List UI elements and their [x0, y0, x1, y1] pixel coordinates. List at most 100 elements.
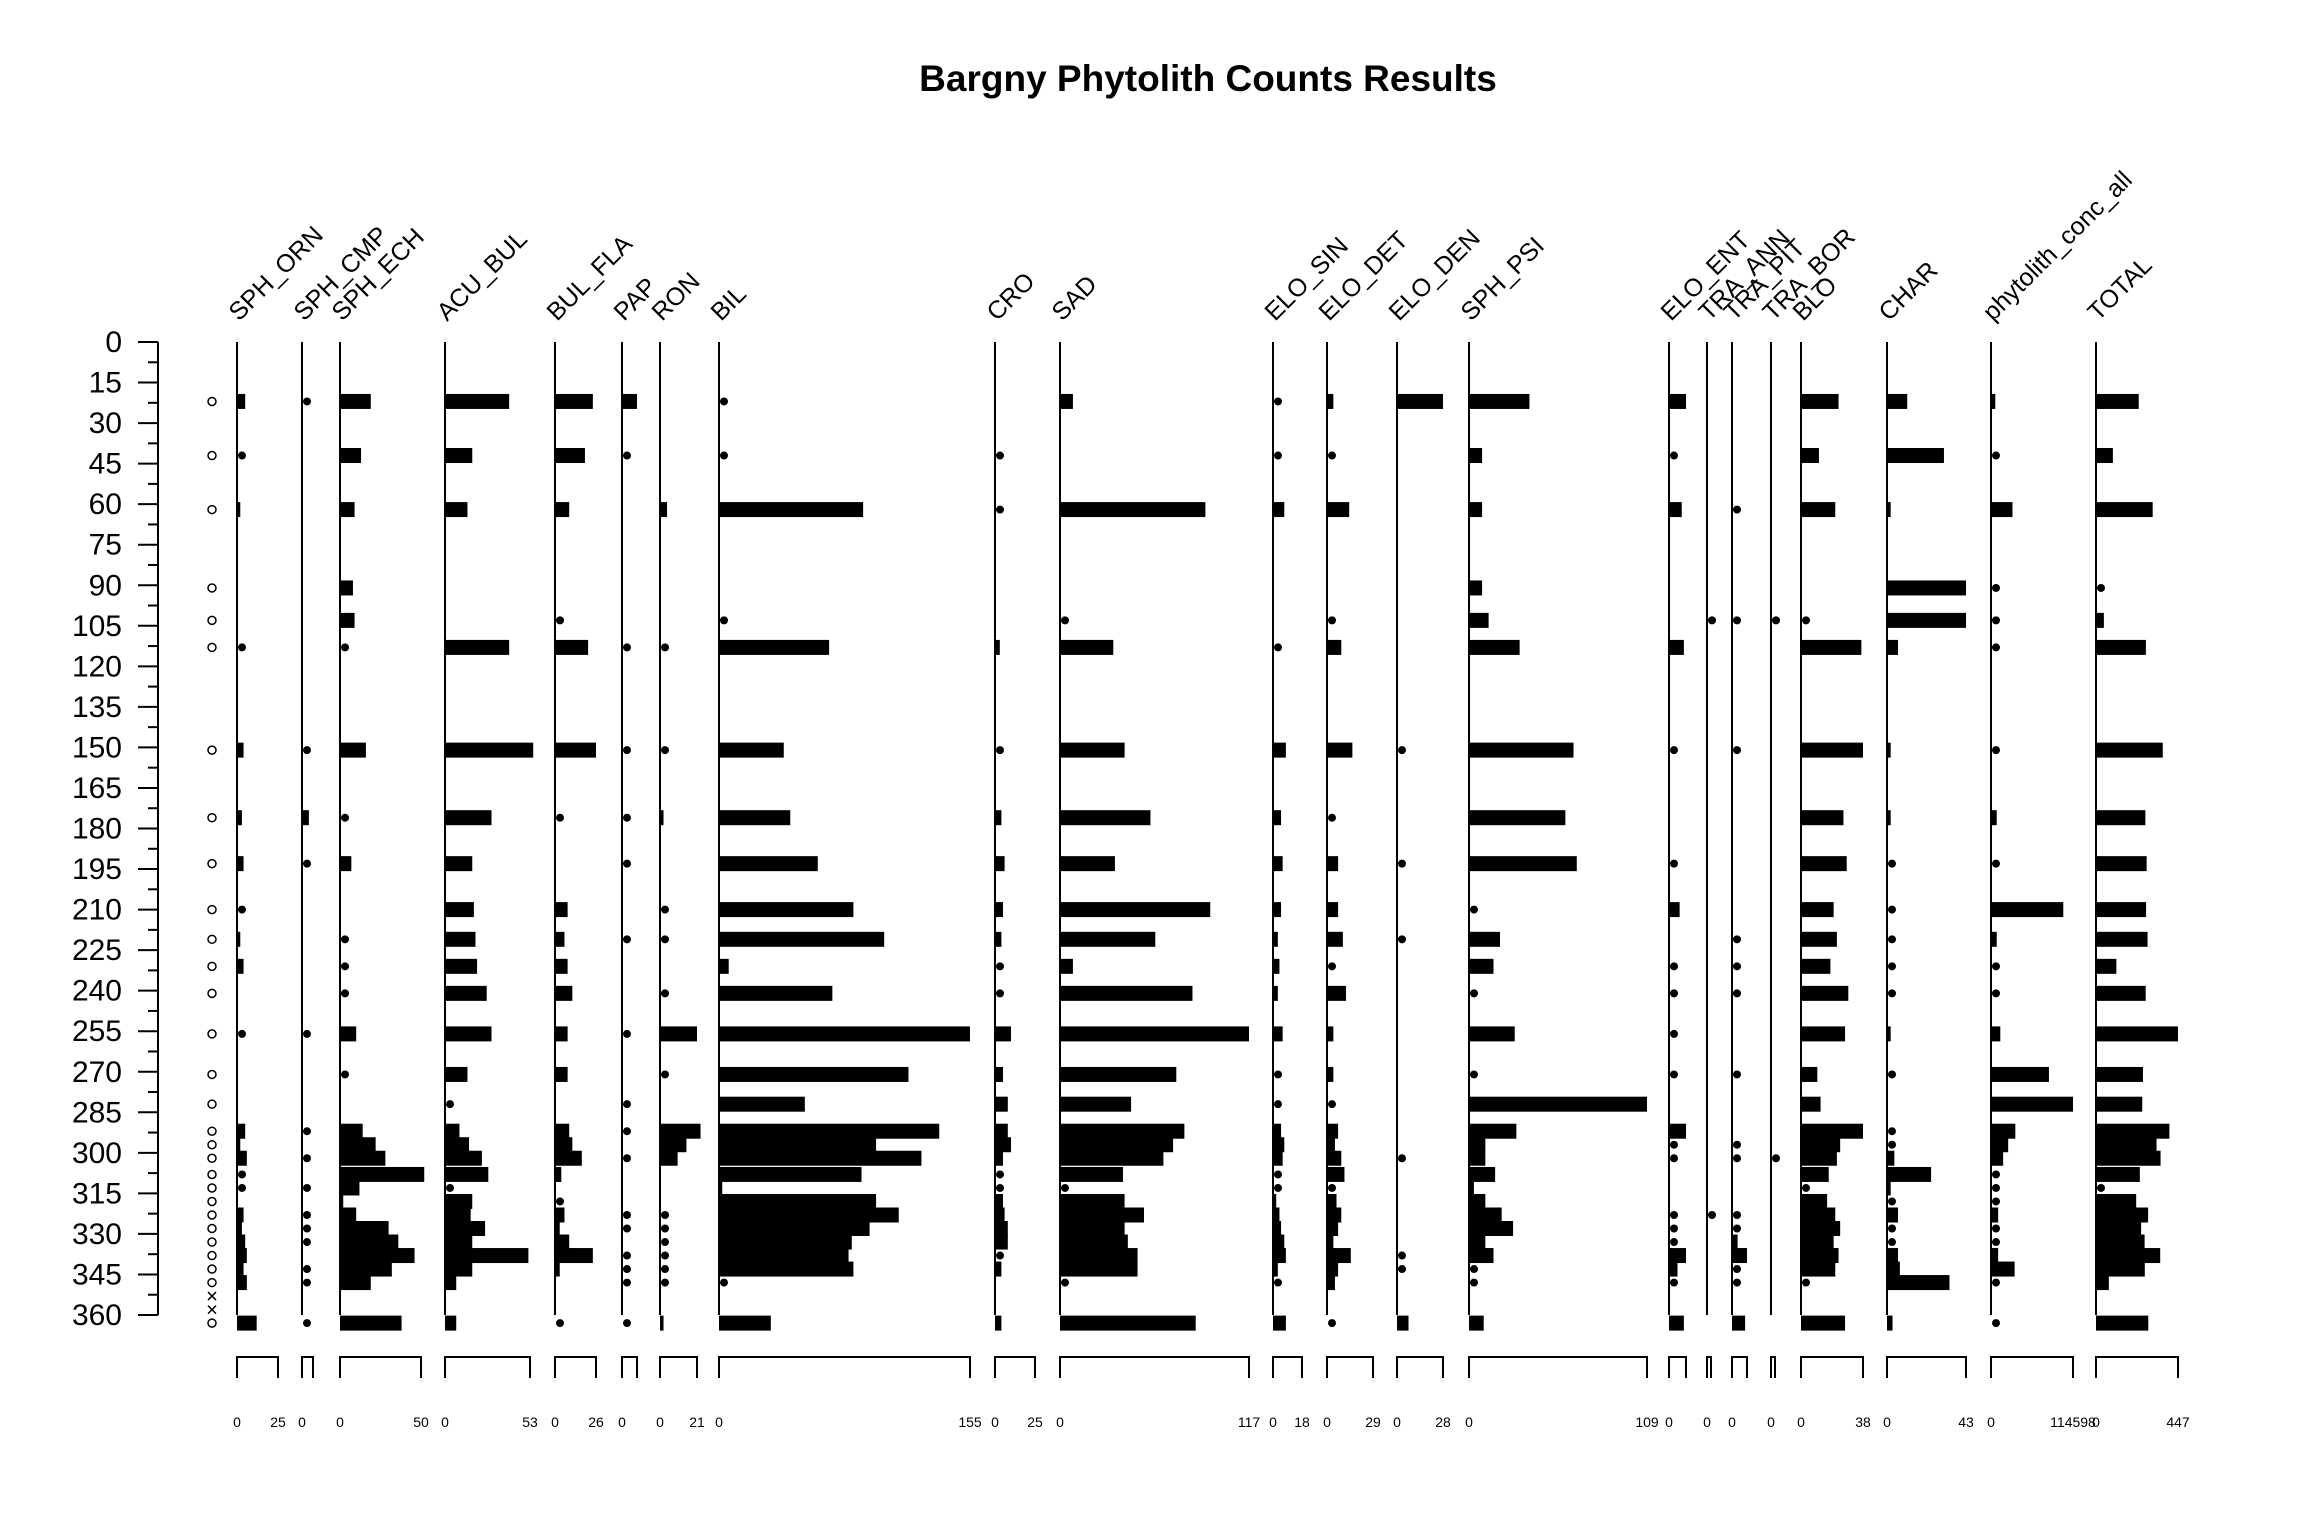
depth-tick-label: 90: [89, 569, 122, 602]
data-bar: [1060, 1207, 1144, 1223]
data-bar: [1273, 1150, 1283, 1166]
scale-bracket: [1800, 1356, 1864, 1378]
data-bar: [719, 985, 833, 1001]
depth-tick-label: 75: [89, 529, 122, 562]
data-dot: [1670, 859, 1678, 868]
data-bar: [1273, 810, 1282, 826]
data-dot: [996, 1251, 1004, 1260]
data-dot: [1670, 1238, 1678, 1247]
scale-min-label: 0: [298, 1414, 306, 1430]
data-bar: [1887, 639, 1899, 655]
data-bar: [1887, 1275, 1950, 1291]
data-bar: [719, 1150, 922, 1166]
column-label: SAD: [1046, 270, 1102, 326]
data-bar: [445, 1066, 468, 1082]
data-bar: [445, 958, 478, 974]
data-bar: [1273, 1261, 1278, 1277]
depth-tick-label: 345: [72, 1258, 122, 1291]
scale-min-label: 0: [1393, 1414, 1401, 1430]
data-dot: [1733, 1140, 1741, 1149]
data-bar: [1669, 1248, 1686, 1264]
depth-tick-label: 135: [72, 691, 122, 724]
data-bar: [445, 448, 473, 464]
data-bar: [1327, 856, 1339, 872]
data-dot: [1733, 1224, 1741, 1233]
data-dot: [1733, 989, 1741, 998]
data-dot: [661, 905, 669, 914]
sample-marker-x: [207, 1291, 217, 1301]
data-bar: [2096, 1166, 2140, 1182]
data-bar: [1469, 1026, 1515, 1042]
data-dot: [1274, 397, 1282, 406]
data-bar: [1469, 393, 1530, 409]
data-bar: [1469, 1248, 1494, 1264]
data-bar: [2096, 1275, 2109, 1291]
data-bar: [995, 1123, 1008, 1139]
data-dot: [1274, 1278, 1282, 1287]
data-dot: [623, 935, 631, 944]
data-dot: [623, 859, 631, 868]
data-bar: [719, 742, 784, 758]
depth-tick-label: 15: [89, 367, 122, 400]
data-bar: [995, 1066, 1003, 1082]
data-bar: [1327, 1248, 1351, 1264]
data-bar: [1469, 448, 1483, 464]
data-bar: [2096, 1137, 2157, 1153]
data-bar: [1991, 1207, 1999, 1223]
sample-marker: [207, 615, 217, 626]
data-bar: [1327, 1275, 1335, 1291]
data-bar: [445, 931, 476, 947]
data-bar: [1887, 1315, 1893, 1331]
data-dot: [1992, 1170, 2000, 1179]
data-dot: [1670, 451, 1678, 460]
data-bar: [1469, 958, 1494, 974]
data-dot: [1992, 1224, 2000, 1233]
column-total: TOTAL 0 447: [2082, 251, 2189, 1430]
data-bar: [719, 856, 818, 872]
scale-min-label: 0: [1883, 1414, 1891, 1430]
depth-tick-label: 225: [72, 934, 122, 967]
data-bar: [1991, 1150, 2004, 1166]
data-bar: [995, 1193, 1003, 1209]
scale-bracket: [301, 1356, 314, 1378]
data-bar: [1469, 1234, 1486, 1250]
data-bar: [555, 902, 568, 918]
data-dot: [623, 1100, 631, 1109]
data-bar: [995, 931, 1002, 947]
data-bar: [555, 985, 573, 1001]
data-bar: [1801, 1207, 1836, 1223]
data-bar: [660, 1137, 687, 1153]
data-bar: [2096, 856, 2147, 872]
data-dot: [1670, 1154, 1678, 1163]
depth-tick-label: 30: [89, 407, 122, 440]
data-bar: [1060, 958, 1073, 974]
data-dot: [341, 962, 349, 971]
data-bar: [237, 1248, 247, 1264]
scale-min-label: 0: [1767, 1414, 1775, 1430]
data-bar: [445, 1221, 486, 1237]
data-bar: [2096, 1207, 2149, 1223]
data-dot: [661, 746, 669, 755]
sample-marker: [207, 988, 217, 999]
data-bar: [2096, 931, 2148, 947]
depth-tick-label: 270: [72, 1056, 122, 1089]
scale-bracket: [718, 1356, 971, 1378]
data-dot: [661, 935, 669, 944]
data-bar: [445, 902, 474, 918]
data-dot: [1992, 989, 2000, 998]
data-dot: [1398, 746, 1406, 755]
scale-bracket: [444, 1356, 531, 1378]
data-bar: [1991, 1261, 2015, 1277]
data-bar: [1060, 393, 1073, 409]
data-bar: [1397, 393, 1443, 409]
data-bar: [555, 931, 565, 947]
data-dot: [1888, 905, 1896, 914]
data-bar: [1887, 1026, 1891, 1042]
data-bar: [1273, 902, 1282, 918]
scale-bracket: [1990, 1356, 2074, 1378]
data-bar: [1801, 1066, 1818, 1082]
data-bar: [237, 958, 244, 974]
data-bar: [1060, 810, 1151, 826]
data-bar: [2096, 1315, 2149, 1331]
data-bar: [1469, 502, 1483, 518]
